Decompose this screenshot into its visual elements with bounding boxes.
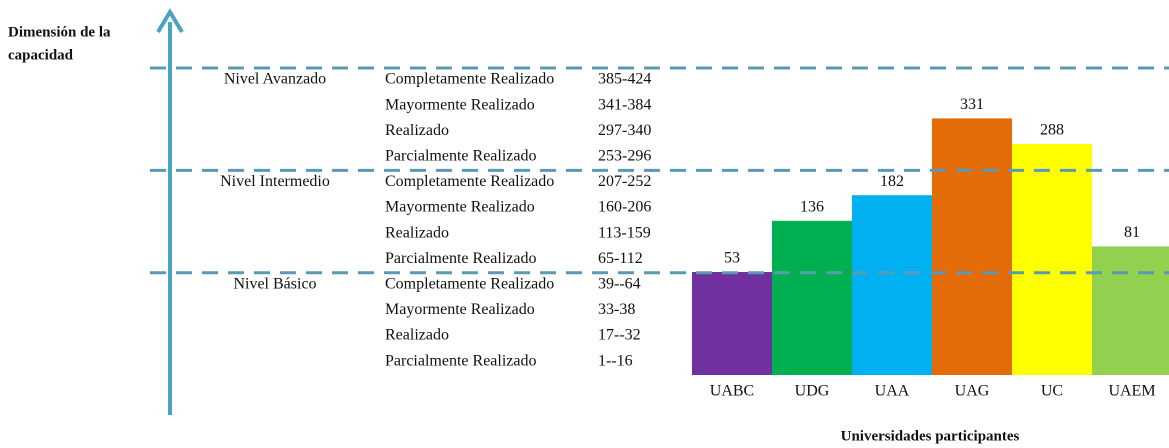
- row-range: 33-38: [598, 301, 635, 318]
- value-label: 81: [1124, 224, 1140, 241]
- x-label: Universidades participantes: [841, 428, 1020, 444]
- row-range: 113-159: [598, 224, 651, 241]
- bar: [772, 220, 852, 375]
- y-label: capacidad: [8, 47, 74, 63]
- level-name: Nivel Intermedio: [220, 173, 330, 190]
- category-label: UABC: [710, 383, 754, 400]
- row-label: Mayormente Realizado: [385, 301, 535, 318]
- category-label: UAA: [875, 383, 910, 400]
- row-range: 65-112: [598, 250, 643, 267]
- bar: [692, 272, 772, 375]
- bar: [932, 118, 1012, 376]
- bar: [1092, 246, 1169, 375]
- level-name: Nivel Avanzado: [224, 71, 326, 88]
- value-label: 182: [880, 173, 904, 190]
- row-range: 160-206: [598, 199, 651, 216]
- row-label: Realizado: [385, 327, 449, 344]
- row-label: Parcialmente Realizado: [385, 250, 536, 267]
- row-range: 253-296: [598, 147, 651, 164]
- row-label: Realizado: [385, 122, 449, 139]
- row-label: Completamente Realizado: [385, 71, 554, 88]
- row-label: Parcialmente Realizado: [385, 147, 536, 164]
- value-label: 136: [800, 198, 824, 215]
- level-name: Nivel Básico: [233, 275, 316, 292]
- category-label: UC: [1041, 383, 1063, 400]
- y-label: Dimensión de la: [8, 24, 111, 40]
- row-label: Mayormente Realizado: [385, 96, 535, 113]
- arrow-head: [156, 8, 184, 34]
- bar: [852, 195, 932, 375]
- row-range: 17--32: [598, 327, 641, 344]
- row-range: 297-340: [598, 122, 651, 139]
- value-label: 53: [724, 250, 740, 267]
- row-range: 207-252: [598, 173, 651, 190]
- bar: [1012, 144, 1092, 375]
- value-label: 331: [960, 96, 984, 113]
- value-label: 288: [1040, 122, 1064, 139]
- row-range: 385-424: [598, 71, 651, 88]
- category-label: UAEM: [1108, 383, 1155, 400]
- row-label: Completamente Realizado: [385, 275, 554, 292]
- row-range: 1--16: [598, 352, 633, 369]
- row-range: 341-384: [598, 96, 651, 113]
- row-label: Realizado: [385, 224, 449, 241]
- row-label: Mayormente Realizado: [385, 199, 535, 216]
- row-label: Completamente Realizado: [385, 173, 554, 190]
- category-label: UDG: [795, 383, 830, 400]
- row-label: Parcialmente Realizado: [385, 352, 536, 369]
- category-label: UAG: [955, 383, 990, 400]
- row-range: 39--64: [598, 275, 641, 292]
